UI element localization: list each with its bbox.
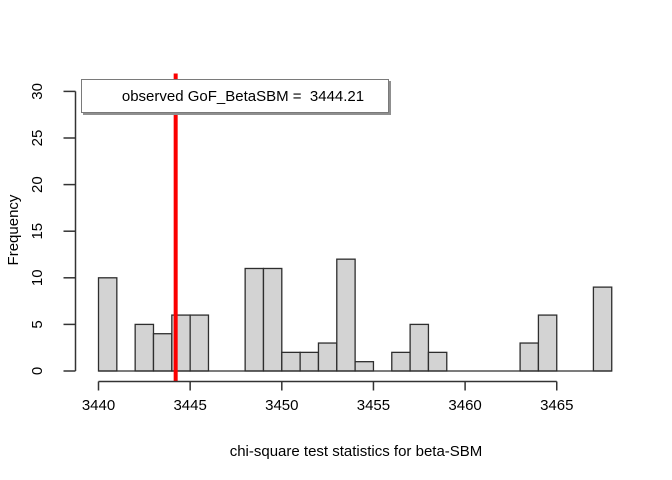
- x-tick-label: 3455: [357, 397, 390, 414]
- x-tick-label: 3460: [448, 397, 481, 414]
- histogram-bar: [354, 361, 375, 372]
- y-axis-label: Frequency: [5, 194, 22, 266]
- legend-label: observed GoF_BetaSBM = 3444.21: [121, 87, 365, 105]
- histogram-bar: [299, 351, 320, 372]
- histogram-bar: [317, 342, 338, 372]
- histogram-bar: [262, 267, 283, 372]
- histogram-bar: [409, 323, 430, 372]
- histogram-bar: [281, 351, 301, 372]
- x-tick-label: 3445: [173, 397, 206, 414]
- x-axis-label: chi-square test statistics for beta-SBM: [229, 443, 483, 460]
- y-tick-label: 15: [29, 223, 46, 240]
- histogram-bar: [189, 314, 210, 372]
- y-tick-label: 10: [29, 269, 46, 286]
- y-tick-label: 0: [29, 367, 46, 375]
- histogram-bar: [134, 323, 155, 372]
- histogram-bar: [97, 277, 118, 372]
- y-tick-label: 25: [29, 130, 46, 147]
- y-tick-label: 5: [29, 320, 46, 328]
- histogram-bar: [152, 333, 173, 372]
- histogram-bar: [592, 286, 613, 372]
- x-tick-label: 3450: [265, 397, 298, 414]
- histogram-bar: [427, 351, 448, 372]
- histogram-bar: [537, 314, 558, 372]
- histogram-bar: [244, 267, 265, 372]
- x-tick-label: 3440: [82, 397, 115, 414]
- y-tick-label: 20: [29, 176, 46, 193]
- x-tick-label: 3465: [540, 397, 573, 414]
- y-tick-label: 30: [29, 83, 46, 100]
- histogram-bar: [391, 351, 411, 372]
- histogram-bar: [336, 258, 356, 372]
- legend-box: observed GoF_BetaSBM = 3444.21: [81, 79, 389, 113]
- histogram-bar: [519, 342, 540, 372]
